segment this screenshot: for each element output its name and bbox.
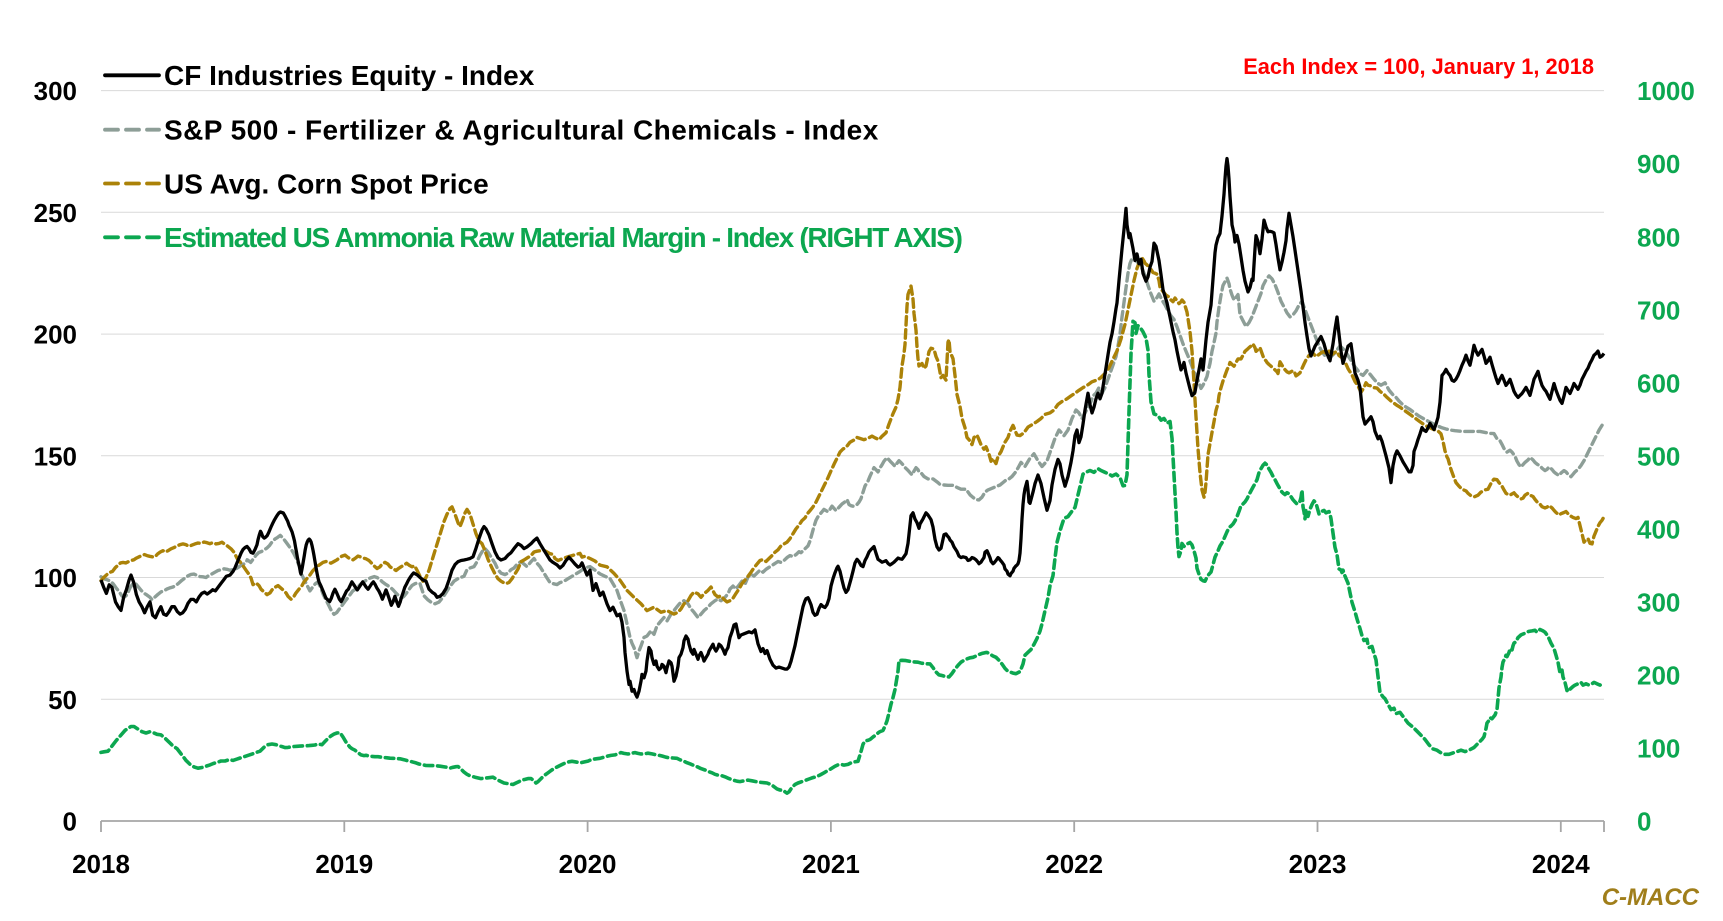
svg-text:100: 100 xyxy=(1637,734,1680,764)
svg-text:US Avg. Corn Spot Price: US Avg. Corn Spot Price xyxy=(164,168,489,199)
svg-text:2020: 2020 xyxy=(559,849,617,879)
svg-text:700: 700 xyxy=(1637,295,1680,325)
svg-text:300: 300 xyxy=(34,76,77,106)
svg-text:50: 50 xyxy=(48,685,77,715)
svg-text:200: 200 xyxy=(34,320,77,350)
svg-text:600: 600 xyxy=(1637,368,1680,398)
svg-text:2019: 2019 xyxy=(315,849,373,879)
svg-text:2023: 2023 xyxy=(1289,849,1347,879)
svg-text:900: 900 xyxy=(1637,149,1680,179)
svg-text:0: 0 xyxy=(63,807,77,837)
svg-text:1000: 1000 xyxy=(1637,76,1695,106)
svg-text:150: 150 xyxy=(34,441,77,471)
svg-text:200: 200 xyxy=(1637,660,1680,690)
svg-text:250: 250 xyxy=(34,198,77,228)
svg-text:Each Index = 100, January 1, 2: Each Index = 100, January 1, 2018 xyxy=(1243,54,1594,79)
svg-text:2021: 2021 xyxy=(802,849,860,879)
svg-text:300: 300 xyxy=(1637,587,1680,617)
svg-text:C-MACC: C-MACC xyxy=(1602,884,1700,911)
svg-text:Estimated US Ammonia Raw Mater: Estimated US Ammonia Raw Material Margin… xyxy=(164,222,962,253)
svg-text:500: 500 xyxy=(1637,441,1680,471)
svg-text:CF Industries Equity - Index: CF Industries Equity - Index xyxy=(164,60,535,91)
svg-text:400: 400 xyxy=(1637,514,1680,544)
svg-text:2022: 2022 xyxy=(1045,849,1103,879)
svg-text:2024: 2024 xyxy=(1532,849,1590,879)
svg-text:100: 100 xyxy=(34,563,77,593)
svg-text:S&P 500 - Fertilizer & Agricul: S&P 500 - Fertilizer & Agricultural Chem… xyxy=(164,115,879,146)
svg-text:2018: 2018 xyxy=(72,849,130,879)
svg-text:0: 0 xyxy=(1637,807,1651,837)
svg-text:800: 800 xyxy=(1637,222,1680,252)
